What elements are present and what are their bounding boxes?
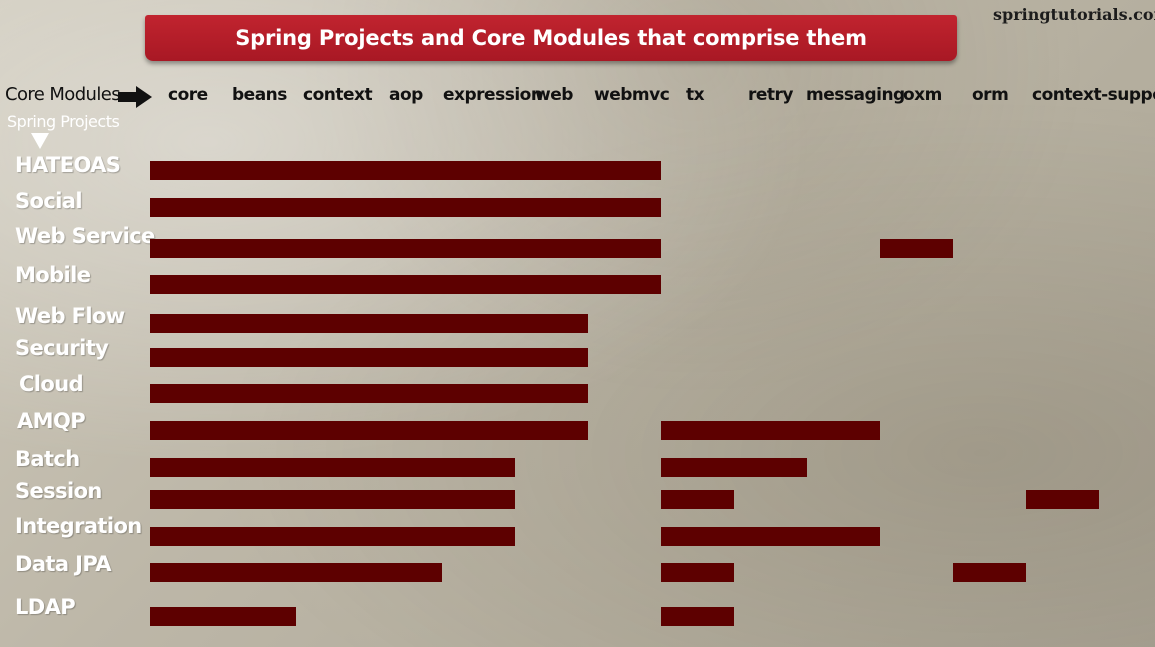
title-banner: Spring Projects and Core Modules that co… — [145, 15, 957, 61]
project-label-cloud: Cloud — [19, 372, 84, 396]
project-label-session: Session — [15, 479, 102, 503]
bar-hateoas-core-to-webmvc — [150, 161, 661, 180]
project-label-hateoas: HATEOAS — [15, 153, 121, 177]
bar-data-jpa-orm-to-orm — [953, 563, 1026, 582]
project-label-social: Social — [15, 189, 83, 213]
watermark: springtutorials.com — [993, 5, 1155, 24]
module-label-retry: retry — [748, 85, 794, 105]
project-label-amqp: AMQP — [17, 409, 86, 433]
module-label-oxm: oxm — [903, 85, 942, 105]
bar-session-tx-to-tx — [661, 490, 734, 509]
bar-cloud-core-to-web — [150, 384, 588, 403]
spring-projects-header: Spring Projects — [7, 112, 120, 131]
module-label-tx: tx — [686, 85, 705, 105]
bar-integration-tx-to-messaging — [661, 527, 880, 546]
bar-amqp-tx-to-messaging — [661, 421, 880, 440]
core-modules-header: Core Modules — [5, 84, 121, 105]
bar-batch-tx-to-retry — [661, 458, 807, 477]
project-label-batch: Batch — [15, 447, 80, 471]
bar-session-core-to-expression — [150, 490, 515, 509]
module-label-beans: beans — [232, 85, 287, 105]
bar-mobile-core-to-webmvc — [150, 275, 661, 294]
module-label-expression: expression — [443, 85, 543, 105]
module-label-core: core — [168, 85, 208, 105]
bar-session-context-support-to-context-support — [1026, 490, 1099, 509]
project-label-mobile: Mobile — [15, 263, 91, 287]
module-label-context: context — [303, 85, 373, 105]
bar-data-jpa-core-to-aop — [150, 563, 442, 582]
project-label-web-flow: Web Flow — [15, 304, 125, 328]
module-label-orm: orm — [972, 85, 1009, 105]
module-label-context-support: context-support — [1032, 85, 1155, 105]
bar-batch-core-to-expression — [150, 458, 515, 477]
diagram-title: Spring Projects and Core Modules that co… — [235, 26, 867, 50]
bar-social-core-to-webmvc — [150, 198, 661, 217]
project-label-web-service: Web Service — [15, 224, 155, 248]
bar-web-service-oxm-to-oxm — [880, 239, 953, 258]
bar-web-service-core-to-webmvc — [150, 239, 661, 258]
project-label-security: Security — [15, 336, 109, 360]
module-label-web: web — [535, 85, 573, 105]
project-label-ldap: LDAP — [15, 595, 76, 619]
bar-security-core-to-web — [150, 348, 588, 367]
bar-web-flow-core-to-web — [150, 314, 588, 333]
bar-integration-core-to-expression — [150, 527, 515, 546]
project-label-data-jpa: Data JPA — [15, 552, 111, 576]
bar-ldap-tx-to-tx — [661, 607, 734, 626]
module-label-webmvc: webmvc — [594, 85, 670, 105]
project-label-integration: Integration — [15, 514, 142, 538]
arrow-down-icon — [31, 133, 49, 149]
bar-data-jpa-tx-to-tx — [661, 563, 734, 582]
module-label-aop: aop — [389, 85, 423, 105]
bar-amqp-core-to-web — [150, 421, 588, 440]
module-label-messaging: messaging — [806, 85, 905, 105]
arrow-right-icon — [118, 86, 152, 108]
bar-ldap-core-to-beans — [150, 607, 296, 626]
